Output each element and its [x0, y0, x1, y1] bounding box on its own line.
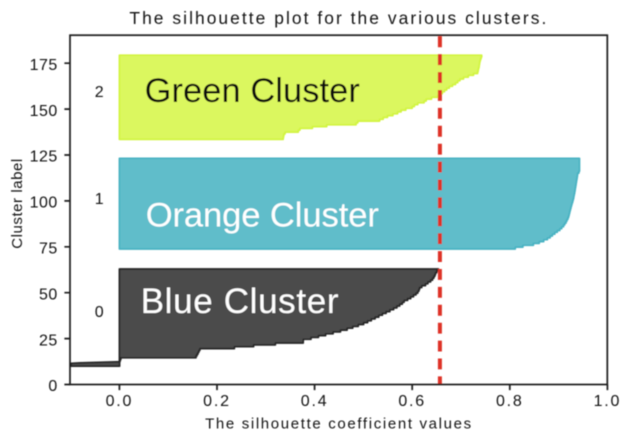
svg-text:2: 2	[95, 84, 104, 101]
svg-text:25: 25	[39, 332, 58, 349]
svg-text:50: 50	[39, 286, 58, 303]
svg-text:The silhouette coefficient val: The silhouette coefficient values	[205, 415, 473, 432]
svg-text:0.2: 0.2	[203, 393, 231, 410]
svg-text:0.6: 0.6	[398, 393, 426, 410]
svg-text:Blue Cluster: Blue Cluster	[141, 282, 339, 321]
svg-text:Green Cluster: Green Cluster	[145, 72, 360, 110]
svg-text:150: 150	[30, 103, 58, 120]
svg-text:0: 0	[48, 378, 57, 395]
svg-text:Cluster label: Cluster label	[9, 158, 26, 249]
svg-text:0: 0	[95, 304, 104, 321]
svg-text:125: 125	[30, 149, 58, 166]
svg-text:The silhouette plot for the va: The silhouette plot for the various clus…	[129, 8, 548, 28]
svg-text:Orange Cluster: Orange Cluster	[146, 196, 379, 234]
svg-text:175: 175	[30, 57, 58, 74]
svg-text:1: 1	[95, 191, 104, 208]
svg-text:0.0: 0.0	[106, 393, 134, 410]
svg-text:100: 100	[30, 195, 58, 212]
svg-text:75: 75	[39, 241, 58, 258]
svg-text:0.4: 0.4	[301, 393, 329, 410]
svg-text:1.0: 1.0	[594, 393, 622, 410]
svg-text:0.8: 0.8	[496, 393, 524, 410]
